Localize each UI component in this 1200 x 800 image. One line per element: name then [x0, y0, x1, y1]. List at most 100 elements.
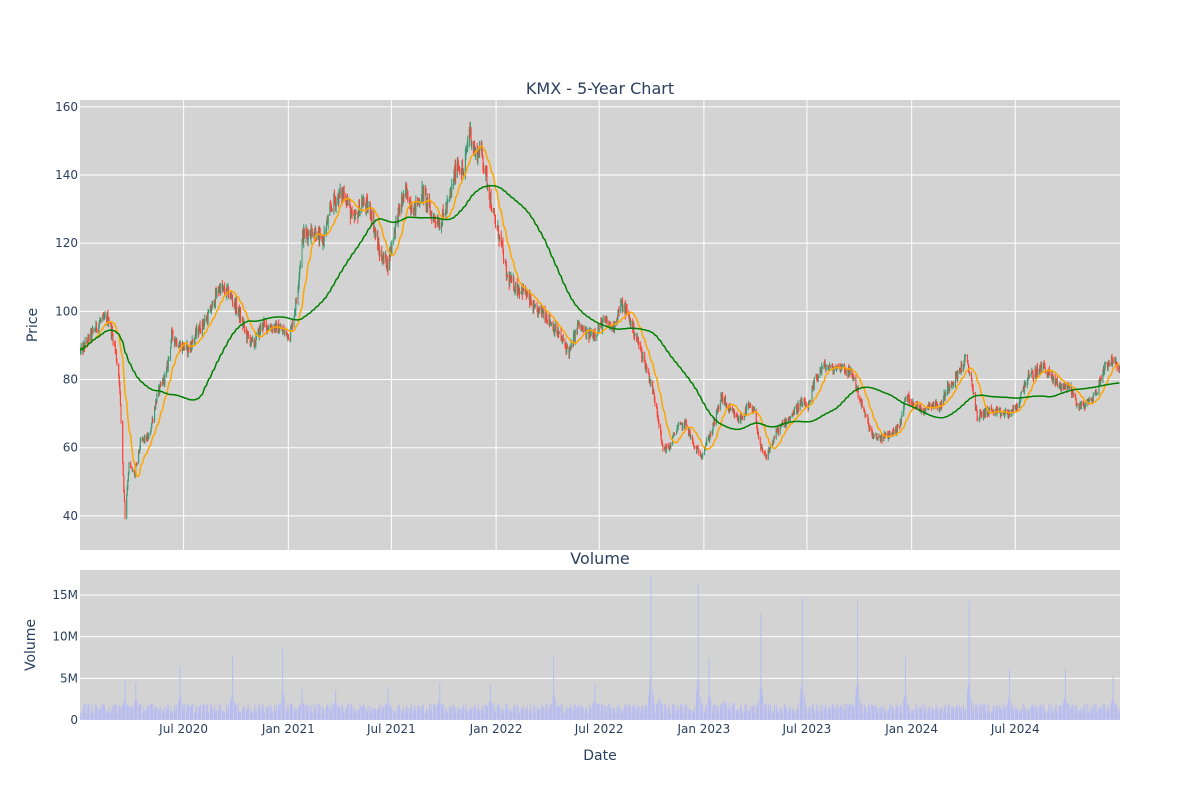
candle-body — [717, 405, 719, 409]
candle-body — [333, 193, 335, 201]
candle-body — [386, 267, 388, 269]
candle-body — [581, 326, 583, 330]
candle-body — [669, 445, 671, 448]
volume-bar — [185, 711, 187, 720]
volume-bar — [912, 711, 914, 720]
volume-bar — [209, 703, 211, 720]
volume-bar — [478, 711, 480, 720]
candle-body — [1116, 362, 1118, 365]
candle-body — [369, 204, 371, 207]
volume-bar — [118, 706, 120, 720]
candle-body — [98, 322, 100, 325]
volume-bar — [965, 709, 967, 720]
candle-body — [1083, 403, 1085, 407]
candle-body — [171, 330, 173, 332]
volume-bar — [713, 706, 715, 720]
candle-body — [962, 367, 964, 371]
volume-bar — [649, 684, 651, 720]
volume-bar — [317, 713, 319, 720]
volume-bar — [387, 686, 389, 720]
candle-body — [973, 392, 975, 394]
volume-bar — [1064, 697, 1066, 720]
volume-bar — [1104, 710, 1106, 720]
candle-body — [681, 423, 683, 429]
volume-bar — [632, 705, 634, 720]
candle-body — [1070, 385, 1072, 388]
volume-bar — [499, 710, 501, 720]
volume-bar — [1036, 712, 1038, 720]
candle-body — [298, 283, 300, 289]
candle-body — [99, 320, 101, 323]
volume-bar — [192, 704, 194, 720]
candle-body — [546, 320, 548, 323]
volume-bar — [911, 709, 913, 720]
candle-body — [406, 188, 408, 195]
candle-body — [314, 232, 316, 236]
volume-bar — [518, 712, 520, 720]
volume-bar — [780, 708, 782, 720]
volume-bar — [665, 704, 667, 720]
volume-bar — [197, 713, 199, 720]
candle-body — [337, 195, 339, 201]
volume-bar — [784, 706, 786, 720]
candle-body — [1063, 386, 1065, 390]
volume-bar — [323, 713, 325, 720]
candle-body — [100, 319, 102, 321]
volume-bar — [123, 700, 125, 720]
volume-bar — [843, 709, 845, 720]
candle-body — [303, 229, 305, 243]
volume-bar — [173, 705, 175, 720]
candle-body — [560, 331, 562, 339]
candle-body — [892, 429, 894, 433]
candle-body — [98, 324, 100, 332]
candle-body — [178, 346, 180, 348]
candle-body — [206, 316, 208, 321]
volume-bar — [653, 702, 655, 720]
candle-body — [207, 312, 209, 323]
candle-body — [737, 419, 739, 422]
volume-bar — [840, 704, 842, 720]
volume-bar — [680, 703, 682, 720]
volume-bar — [128, 706, 130, 720]
candle-body — [602, 318, 604, 322]
candle-body — [682, 422, 684, 429]
candle-body — [793, 414, 795, 416]
volume-bar — [433, 710, 435, 720]
candle-body — [525, 287, 527, 295]
candle-body — [173, 337, 175, 344]
volume-bar — [477, 703, 479, 720]
candle-body — [939, 408, 941, 410]
candle-body — [738, 416, 740, 422]
volume-bar — [907, 703, 909, 720]
volume-bar — [500, 708, 502, 720]
volume-bar — [939, 708, 941, 720]
volume-bar — [849, 703, 851, 720]
candle-body — [1058, 384, 1060, 386]
candle-body — [422, 186, 424, 188]
volume-bar — [279, 705, 281, 720]
volume-bar — [146, 706, 148, 720]
volume-bar — [940, 707, 942, 720]
volume-bar — [825, 703, 827, 720]
volume-bar — [991, 711, 993, 720]
volume-bar — [596, 703, 598, 720]
volume-bar — [87, 703, 89, 720]
volume-bar — [916, 713, 918, 720]
volume-bar — [521, 712, 523, 720]
volume-bar — [581, 706, 583, 720]
candle-body — [218, 289, 220, 292]
volume-bar — [860, 707, 862, 720]
volume-bar — [472, 706, 474, 720]
candle-body — [444, 214, 446, 216]
candle-body — [544, 310, 546, 320]
candle-body — [122, 462, 124, 476]
candle-body — [832, 369, 834, 374]
volume-bar — [247, 706, 249, 720]
candle-body — [721, 393, 723, 399]
candle-body — [578, 321, 580, 326]
candle-body — [387, 259, 389, 271]
volume-bar — [287, 707, 289, 720]
volume-bar — [525, 709, 527, 720]
candle-body — [147, 436, 149, 440]
volume-bar — [970, 698, 972, 720]
